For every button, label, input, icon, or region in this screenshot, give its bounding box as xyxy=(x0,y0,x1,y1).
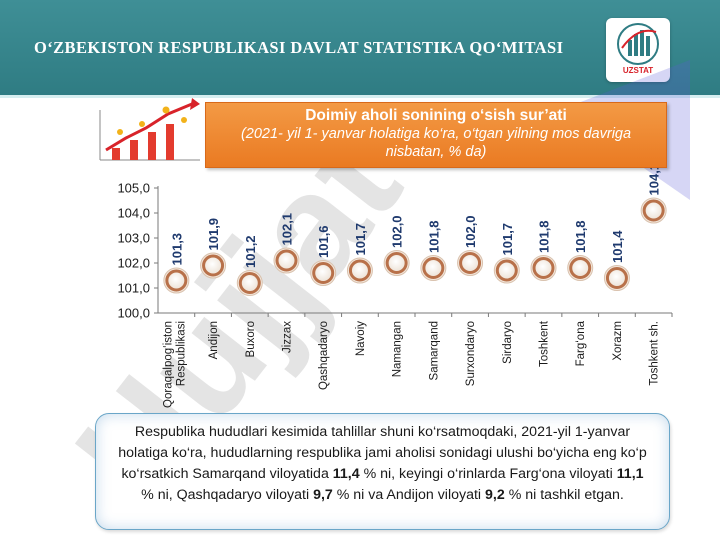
data-point xyxy=(493,257,520,284)
x-tick-label: Toshkent sh. xyxy=(649,321,661,386)
data-point xyxy=(640,197,667,224)
uzstat-logo-icon xyxy=(617,23,659,65)
x-tick-label: Surxondaryo xyxy=(465,321,477,386)
data-value-label: 104,1 xyxy=(647,163,662,196)
data-value-label: 101,2 xyxy=(243,235,258,268)
y-tick-label: 103,0 xyxy=(117,231,150,246)
x-tick-label: Qoraqalpog‘iston xyxy=(162,321,174,408)
data-value-label: 101,8 xyxy=(573,220,588,253)
header-divider xyxy=(0,95,720,98)
data-value-label: 101,7 xyxy=(500,223,515,256)
y-tick-label: 100,0 xyxy=(117,306,150,321)
x-tick-label: Respublikasi xyxy=(175,321,187,386)
x-tick-label: Andijon xyxy=(208,321,220,359)
header-band xyxy=(0,0,720,95)
data-point xyxy=(383,250,410,276)
y-tick-label: 101,0 xyxy=(117,281,150,296)
data-point xyxy=(310,260,337,286)
y-tick-label: 104,0 xyxy=(117,206,150,221)
x-tick-label: Samarqand xyxy=(428,321,440,380)
data-point xyxy=(457,250,484,276)
data-value-label: 102,0 xyxy=(390,215,405,248)
data-point xyxy=(200,252,227,279)
summary-text-box: Respublika hududlari kesimida tahlillar … xyxy=(95,413,670,530)
uzstat-logo: UZSTAT xyxy=(606,18,670,82)
data-value-label: 101,8 xyxy=(537,220,552,253)
summary-text-part2: % ni, keyingi o‘rinlarda Farg‘ona viloya… xyxy=(359,466,617,482)
data-value-label: 101,3 xyxy=(169,233,184,266)
data-point xyxy=(420,255,447,281)
x-tick-label: Qashqadaryo xyxy=(318,321,330,390)
summary-value-samarqand: 11,4 xyxy=(332,466,360,482)
data-point xyxy=(567,255,594,281)
summary-text-part1: Respublika hududlari kesimida tahlillar … xyxy=(118,424,647,482)
x-tick-label: Navoiy xyxy=(355,321,367,356)
data-value-label: 102,1 xyxy=(280,213,295,246)
x-tick-label: Namangan xyxy=(392,321,404,377)
chart-title-box: Doimiy aholi sonining o‘sish sur’ati (20… xyxy=(205,102,667,168)
x-tick-label: Jizzax xyxy=(282,321,294,353)
data-value-label: 102,0 xyxy=(463,215,478,248)
data-point xyxy=(346,257,373,284)
data-value-label: 101,8 xyxy=(426,220,441,253)
data-point xyxy=(163,267,190,294)
summary-value-qashqadaryo: 9,7 xyxy=(313,487,333,503)
growth-illustration-icon xyxy=(99,98,200,161)
data-value-label: 101,6 xyxy=(316,225,331,258)
x-tick-label: Sirdaryo xyxy=(502,321,514,364)
data-value-label: 101,7 xyxy=(353,223,368,256)
x-tick-label: Farg‘ona xyxy=(575,320,587,366)
summary-text-part3: % ni, Qashqadaryo viloyati xyxy=(141,487,314,503)
summary-text-part4: % ni va Andijon viloyati xyxy=(332,487,486,503)
summary-value-fargona: 11,1 xyxy=(616,466,644,482)
y-tick-label: 105,0 xyxy=(117,181,150,196)
header-title: O‘ZBEKISTON RESPUBLIKASI DAVLAT STATISTI… xyxy=(34,38,564,57)
data-point xyxy=(603,265,630,291)
data-value-label: 101,4 xyxy=(610,230,625,263)
logo-text: UZSTAT xyxy=(622,66,654,75)
chart-title: Doimiy aholi sonining o‘sish sur’ati xyxy=(305,107,567,124)
y-tick-label: 102,0 xyxy=(117,256,150,271)
x-tick-label: Xorazm xyxy=(612,321,624,361)
chart-subtitle: (2021- yil 1- yanvar holatiga ko‘ra, o‘t… xyxy=(240,126,632,160)
summary-value-andijon: 9,2 xyxy=(485,487,505,503)
x-tick-label: Buxoro xyxy=(245,321,257,357)
data-point xyxy=(236,270,263,296)
data-value-label: 101,9 xyxy=(206,218,221,251)
data-point xyxy=(530,255,557,281)
x-tick-label: Toshkent xyxy=(539,320,551,367)
data-point xyxy=(273,247,300,274)
summary-text-part5: % ni tashkil etgan. xyxy=(504,487,624,503)
